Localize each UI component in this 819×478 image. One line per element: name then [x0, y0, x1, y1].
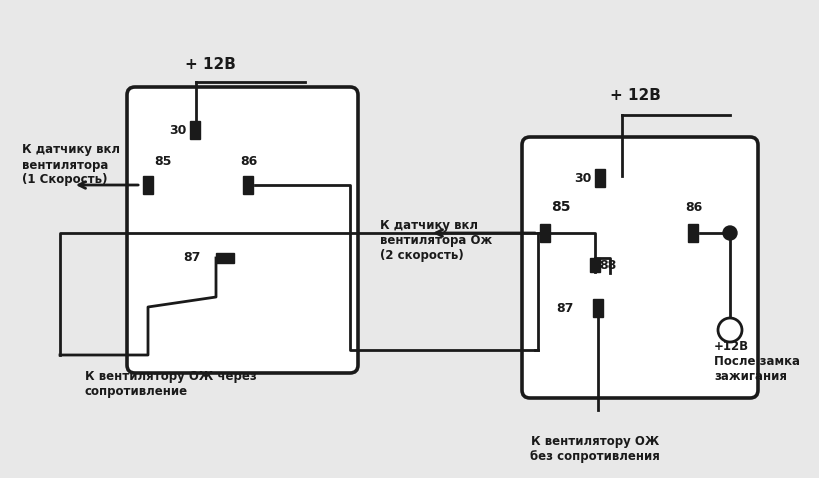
FancyBboxPatch shape [127, 87, 358, 373]
Text: 86: 86 [240, 155, 257, 168]
Circle shape [722, 226, 736, 240]
Text: К вентилятору ОЖ
без сопротивления: К вентилятору ОЖ без сопротивления [529, 435, 659, 463]
Text: +12В
После замка
зажигания: +12В После замка зажигания [713, 340, 799, 383]
Text: 88: 88 [598, 259, 616, 272]
Bar [595, 169, 604, 187]
Text: 85: 85 [154, 155, 171, 168]
Text: + 12В: + 12В [185, 57, 236, 72]
Bar [143, 176, 153, 194]
Text: 87: 87 [183, 251, 200, 264]
Bar [540, 224, 550, 242]
Text: 30: 30 [573, 172, 590, 185]
Text: К датчику вкл
вентилятора Ож
(2 скорость): К датчику вкл вентилятора Ож (2 скорость… [379, 218, 491, 261]
Circle shape [717, 318, 741, 342]
Bar [242, 176, 253, 194]
Bar [592, 299, 602, 317]
Text: 87: 87 [555, 302, 572, 315]
Bar [215, 253, 233, 263]
Text: 30: 30 [169, 124, 186, 137]
Text: 85: 85 [550, 200, 570, 214]
Text: 86: 86 [684, 201, 701, 214]
FancyBboxPatch shape [522, 137, 757, 398]
Bar [190, 121, 200, 139]
Text: К вентилятору ОЖ через
сопротивление: К вентилятору ОЖ через сопротивление [85, 370, 256, 398]
Bar [687, 224, 697, 242]
Bar [590, 258, 600, 272]
Text: + 12В: + 12В [609, 88, 660, 103]
Text: К датчику вкл
вентилятора
(1 Скорость): К датчику вкл вентилятора (1 Скорость) [22, 143, 120, 186]
